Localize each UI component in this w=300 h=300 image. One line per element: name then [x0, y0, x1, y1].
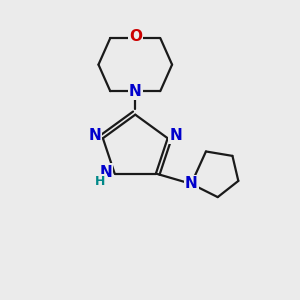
Text: N: N	[129, 84, 142, 99]
Text: N: N	[100, 165, 112, 180]
Text: N: N	[185, 176, 198, 191]
Text: H: H	[95, 175, 106, 188]
Text: O: O	[129, 29, 142, 44]
Text: N: N	[88, 128, 101, 143]
Text: N: N	[169, 128, 182, 143]
